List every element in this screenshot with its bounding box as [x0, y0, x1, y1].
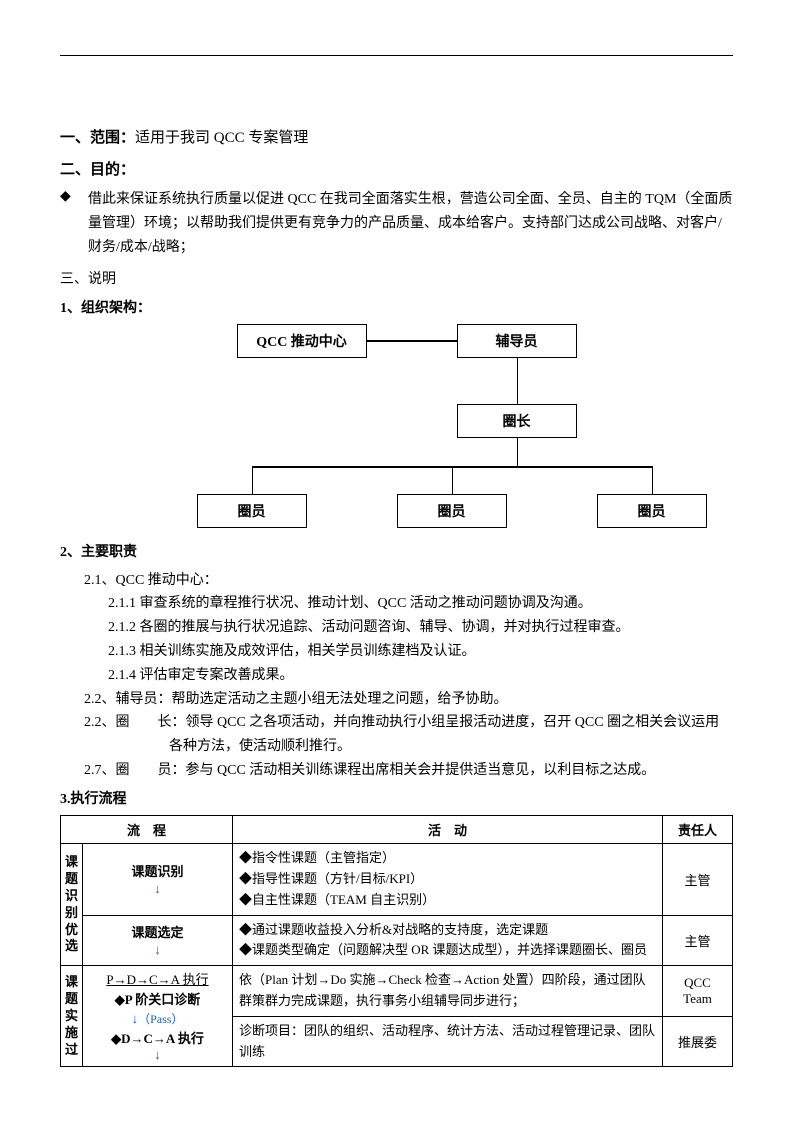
flow-step-1: 课题识别 [131, 864, 183, 879]
resp-2-1-3: 2.1.3 相关训练实施及成效评估，相关学员训练建档及认证。 [108, 640, 733, 664]
arrow-down-icon: ↓ [89, 882, 226, 896]
act-line: ◆通过课题收益投入分析&对战略的支持度，选定课题 [239, 920, 656, 941]
org-node-tutor: 辅导员 [457, 324, 577, 358]
org-edge [517, 438, 519, 466]
flow-cell-1: 课题识别 ↓ [83, 844, 233, 915]
resp-2-1-2: 2.1.2 各圈的推展与执行状况追踪、活动问题咨询、辅导、协调，并对执行过程审查… [108, 616, 733, 640]
act-line: ◆指导性课题（方针/目标/KPI） [239, 869, 656, 890]
flow-step-4: ◆D→C→A 执行 [89, 1029, 226, 1049]
table-row: 课题识别优选 课题识别 ↓ ◆指令性课题（主管指定） ◆指导性课题（方针/目标/… [61, 844, 733, 915]
resp-2-1-4: 2.1.4 评估审定专案改善成果。 [108, 664, 733, 688]
section-purpose-label: 二、目的： [60, 158, 733, 182]
resp-2-7: 2.7、圈 员：参与 QCC 活动相关训练课程出席相关会并提供适当意见，以利目标… [84, 759, 733, 783]
flow-step-3b: ◆P 阶关口诊断 [89, 990, 226, 1010]
org-edge [367, 340, 457, 342]
section-explain-label: 三、说明 [60, 269, 733, 291]
vert-text-1: 课题识别优选 [65, 854, 78, 953]
resp-cell-1: 主管 [663, 844, 733, 915]
activity-cell-4: 诊断项目：团队的组织、活动程序、统计方法、活动过程管理记录、团队训练 [233, 1016, 663, 1067]
th-resp: 责任人 [663, 816, 733, 844]
execution-flow-table: 流 程 活 动 责任人 课题识别优选 课题识别 ↓ ◆指令性课题（主管指定） ◆… [60, 815, 733, 1067]
resp-2-2b: 2.2、圈 长：领导 QCC 之各项活动，并向推动执行小组呈报活动进度，召开 Q… [84, 711, 733, 759]
pass-label: （Pass） [138, 1012, 183, 1026]
org-node-member-3: 圈员 [597, 494, 707, 528]
vert-text-2: 课题实施过 [65, 974, 78, 1057]
org-edge [452, 466, 454, 494]
arrow-down-icon: ↓ [89, 943, 226, 957]
th-activity: 活 动 [233, 816, 663, 844]
flow-cell-2: 课题选定 ↓ [83, 915, 233, 966]
table-header-row: 流 程 活 动 责任人 [61, 816, 733, 844]
flow-step-2: 课题选定 [131, 925, 183, 940]
vert-label-1: 课题识别优选 [61, 844, 83, 966]
resp-cell-4: 推展委 [663, 1016, 733, 1067]
act-line: ◆指令性课题（主管指定） [239, 848, 656, 869]
section-resp-label: 2、主要职责 [60, 542, 733, 564]
page-top-rule [60, 55, 733, 56]
resp-cell-2: 主管 [663, 915, 733, 966]
act-line: ◆自主性课题（TEAM 自主识别） [239, 890, 656, 911]
org-node-member-1: 圈员 [197, 494, 307, 528]
org-node-member-2: 圈员 [397, 494, 507, 528]
resp-2-1-1: 2.1.1 审查系统的章程推行状况、推动计划、QCC 活动之推动问题协调及沟通。 [108, 592, 733, 616]
org-edge [652, 466, 654, 494]
activity-cell-2: ◆通过课题收益投入分析&对战略的支持度，选定课题 ◆课题类型确定（问题解决型 O… [233, 915, 663, 966]
th-flow: 流 程 [61, 816, 233, 844]
scope-text: 适用于我司 QCC 专案管理 [135, 130, 308, 146]
org-edge [252, 466, 254, 494]
purpose-bullet-block: ◆ 借此来保证系统执行质量以促进 QCC 在我司全面落实生根，营造公司全面、全员… [60, 188, 733, 259]
activity-cell-3: 依（Plan 计划→Do 实施→Check 检查→Action 处置）四阶段，通… [233, 966, 663, 1017]
diamond-bullet-icon: ◆ [60, 188, 88, 259]
scope-label: 一、范围： [60, 130, 135, 146]
org-node-center: QCC 推动中心 [237, 324, 367, 358]
arrow-down-icon: ↓ [89, 1048, 226, 1062]
vert-label-2: 课题实施过 [61, 966, 83, 1067]
flow-cell-3: P→D→C→A 执行 ◆P 阶关口诊断 ↓（Pass） ◆D→C→A 执行 ↓ [83, 966, 233, 1067]
org-chart: QCC 推动中心 辅导员 圈长 圈员 圈员 圈员 [117, 324, 677, 532]
table-row: 课题实施过 P→D→C→A 执行 ◆P 阶关口诊断 ↓（Pass） ◆D→C→A… [61, 966, 733, 1017]
resp-2-2: 2.2、辅导员：帮助选定活动之主题小组无法处理之问题，给予协助。 [84, 688, 733, 712]
flow-step-3a: P→D→C→A 执行 [89, 970, 226, 990]
activity-cell-1: ◆指令性课题（主管指定） ◆指导性课题（方针/目标/KPI） ◆自主性课题（TE… [233, 844, 663, 915]
act-line: ◆课题类型确定（问题解决型 OR 课题达成型），并选择课题圈长、圈员 [239, 940, 656, 961]
table-row: 课题选定 ↓ ◆通过课题收益投入分析&对战略的支持度，选定课题 ◆课题类型确定（… [61, 915, 733, 966]
section-scope: 一、范围：适用于我司 QCC 专案管理 [60, 126, 733, 150]
section-org-label: 1、组织架构： [60, 298, 733, 320]
resp-2-1: 2.1、QCC 推动中心： [84, 569, 733, 593]
purpose-text: 借此来保证系统执行质量以促进 QCC 在我司全面落实生根，营造公司全面、全员、自… [88, 188, 733, 259]
org-edge [517, 358, 519, 404]
resp-cell-3: QCC Team [663, 966, 733, 1017]
org-node-leader: 圈长 [457, 404, 577, 438]
section-exec-label: 3.执行流程 [60, 789, 733, 811]
